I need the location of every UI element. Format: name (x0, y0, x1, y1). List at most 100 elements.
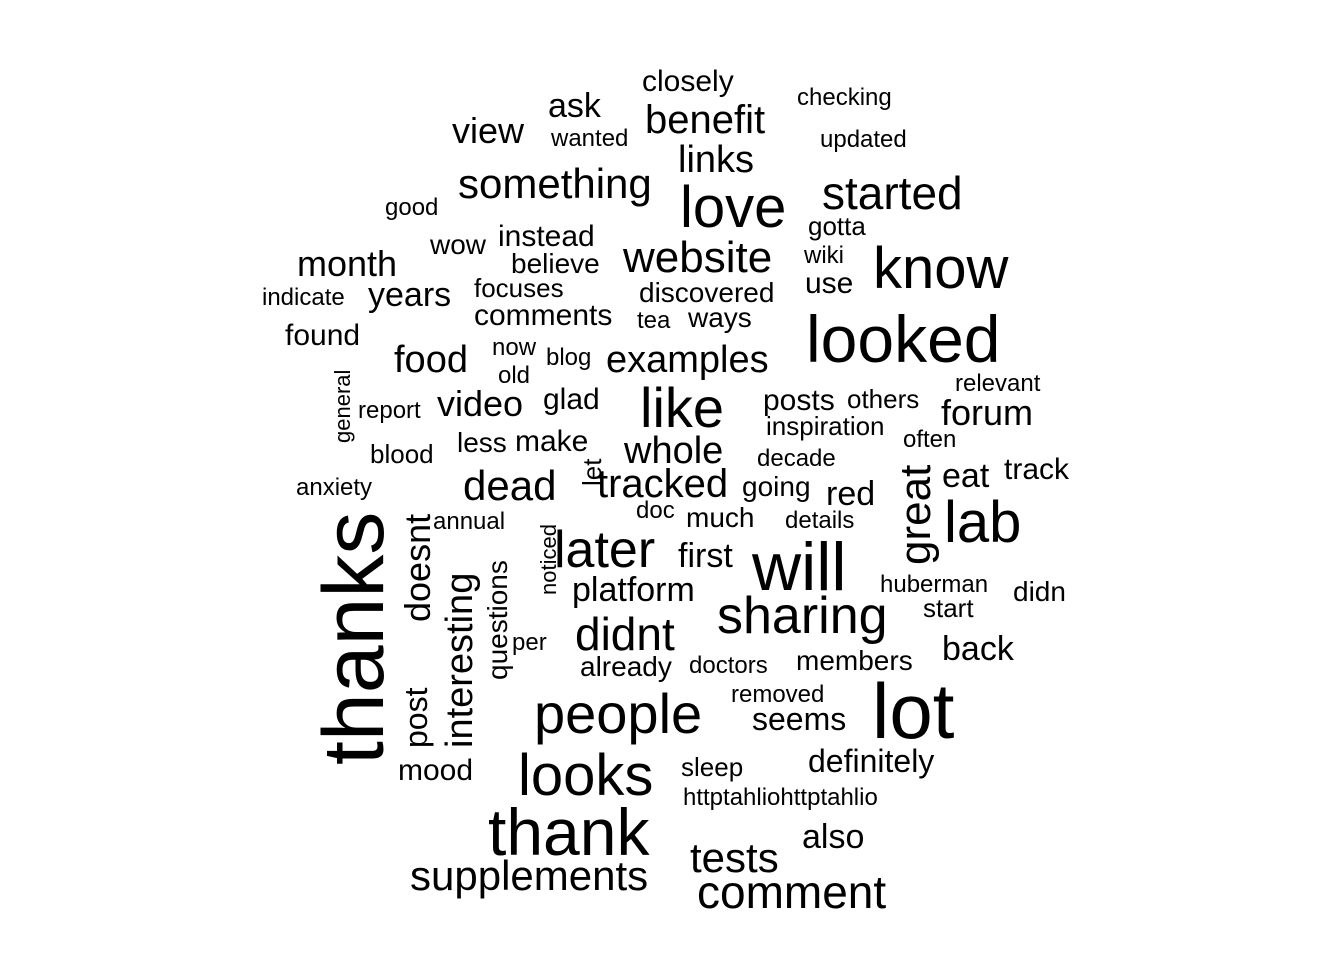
word-benefit: benefit (645, 98, 765, 142)
word-let: let (577, 458, 607, 486)
word-interesting: interesting (439, 573, 481, 748)
word-now: now (492, 334, 537, 361)
word-didnt: didnt (575, 608, 675, 660)
word-website: website (622, 233, 772, 282)
word-supplements: supplements (410, 852, 648, 899)
word-general: general (330, 370, 355, 443)
word-wow: wow (429, 229, 487, 260)
word-tea: tea (637, 307, 671, 334)
word-posts: posts (763, 384, 835, 417)
word-great: great (891, 465, 940, 565)
word-indicate: indicate (262, 284, 345, 311)
word-whole: whole (623, 430, 723, 472)
word-blood: blood (370, 439, 434, 469)
word-checking: checking (797, 84, 892, 111)
word-track: track (1004, 453, 1070, 486)
word-found: found (285, 319, 360, 352)
word-ask: ask (548, 87, 602, 125)
word-often: often (903, 426, 956, 453)
word-looks: looks (518, 743, 653, 808)
word-comments: comments (474, 299, 612, 332)
word-links: links (678, 139, 754, 181)
word-love: love (680, 175, 786, 240)
word-will: will (751, 529, 846, 605)
word-later: later (554, 521, 655, 579)
word-start: start (923, 593, 974, 623)
word-food: food (394, 339, 468, 381)
word-lot: lot (872, 667, 955, 755)
word-believe: believe (511, 248, 600, 279)
word-tests: tests (690, 834, 779, 881)
word-red: red (826, 475, 875, 513)
word-platform: platform (572, 571, 695, 609)
word-questions: questions (482, 560, 513, 680)
word-inspiration: inspiration (766, 411, 885, 441)
word-know: know (873, 236, 1010, 301)
word-instead: instead (498, 220, 595, 253)
word-gotta: gotta (808, 211, 866, 241)
word-like: like (640, 376, 724, 439)
word-details: details (785, 507, 854, 534)
word-huberman: huberman (880, 571, 988, 598)
word-started: started (822, 167, 963, 219)
word-members: members (796, 645, 913, 676)
word-updated: updated (820, 126, 907, 153)
word-thank: thank (488, 795, 650, 869)
word-removed: removed (731, 681, 824, 708)
word-use: use (805, 267, 853, 300)
word-post: post (398, 687, 434, 748)
word-less: less (457, 427, 507, 458)
word-sharing: sharing (717, 587, 888, 645)
word-also: also (802, 818, 864, 856)
word-comment: comment (697, 866, 886, 918)
word-seems: seems (752, 701, 846, 737)
word-glad: glad (543, 383, 600, 416)
word-video: video (437, 383, 523, 424)
word-wiki: wiki (803, 242, 844, 269)
word-others: others (847, 384, 919, 414)
word-relevant: relevant (955, 370, 1041, 397)
word-doc: doc (636, 497, 675, 524)
word-going: going (742, 471, 811, 502)
word-wanted: wanted (550, 125, 628, 152)
word-doesnt: doesnt (397, 514, 438, 622)
word-discovered: discovered (639, 277, 774, 308)
word-first: first (678, 537, 733, 575)
word-mood: mood (398, 754, 473, 787)
word-eat: eat (942, 457, 990, 495)
word-years: years (368, 276, 451, 314)
word-tracked: tracked (597, 462, 728, 506)
word-people: people (534, 682, 702, 745)
word-per: per (512, 629, 547, 656)
word-annual: annual (433, 508, 505, 535)
word-view: view (452, 110, 525, 151)
word-month: month (297, 243, 397, 284)
word-report: report (358, 397, 421, 424)
word-dead: dead (463, 462, 556, 509)
word-make: make (515, 425, 588, 458)
word-looked: looked (806, 302, 1001, 376)
word-ways: ways (687, 302, 752, 333)
word-didn: didn (1013, 576, 1066, 607)
word-sleep: sleep (681, 752, 743, 782)
word-back: back (942, 630, 1015, 668)
word-anxiety: anxiety (296, 474, 372, 501)
word-definitely: definitely (808, 743, 934, 779)
word-examples: examples (606, 339, 769, 381)
word-focuses: focuses (474, 273, 564, 303)
word-something: something (458, 160, 652, 207)
word-lab: lab (944, 490, 1021, 555)
word-good: good (385, 194, 438, 221)
word-blog: blog (546, 344, 591, 371)
word-old: old (498, 362, 530, 389)
word-already: already (580, 651, 672, 682)
word-noticed: noticed (536, 524, 561, 595)
word-decade: decade (757, 445, 836, 472)
word-forum: forum (941, 392, 1033, 433)
word-doctors: doctors (689, 652, 768, 679)
word-httptahliohttptahlio: httptahliohttptahlio (683, 784, 878, 811)
word-thanks: thanks (306, 512, 402, 765)
word-closely: closely (642, 65, 734, 98)
